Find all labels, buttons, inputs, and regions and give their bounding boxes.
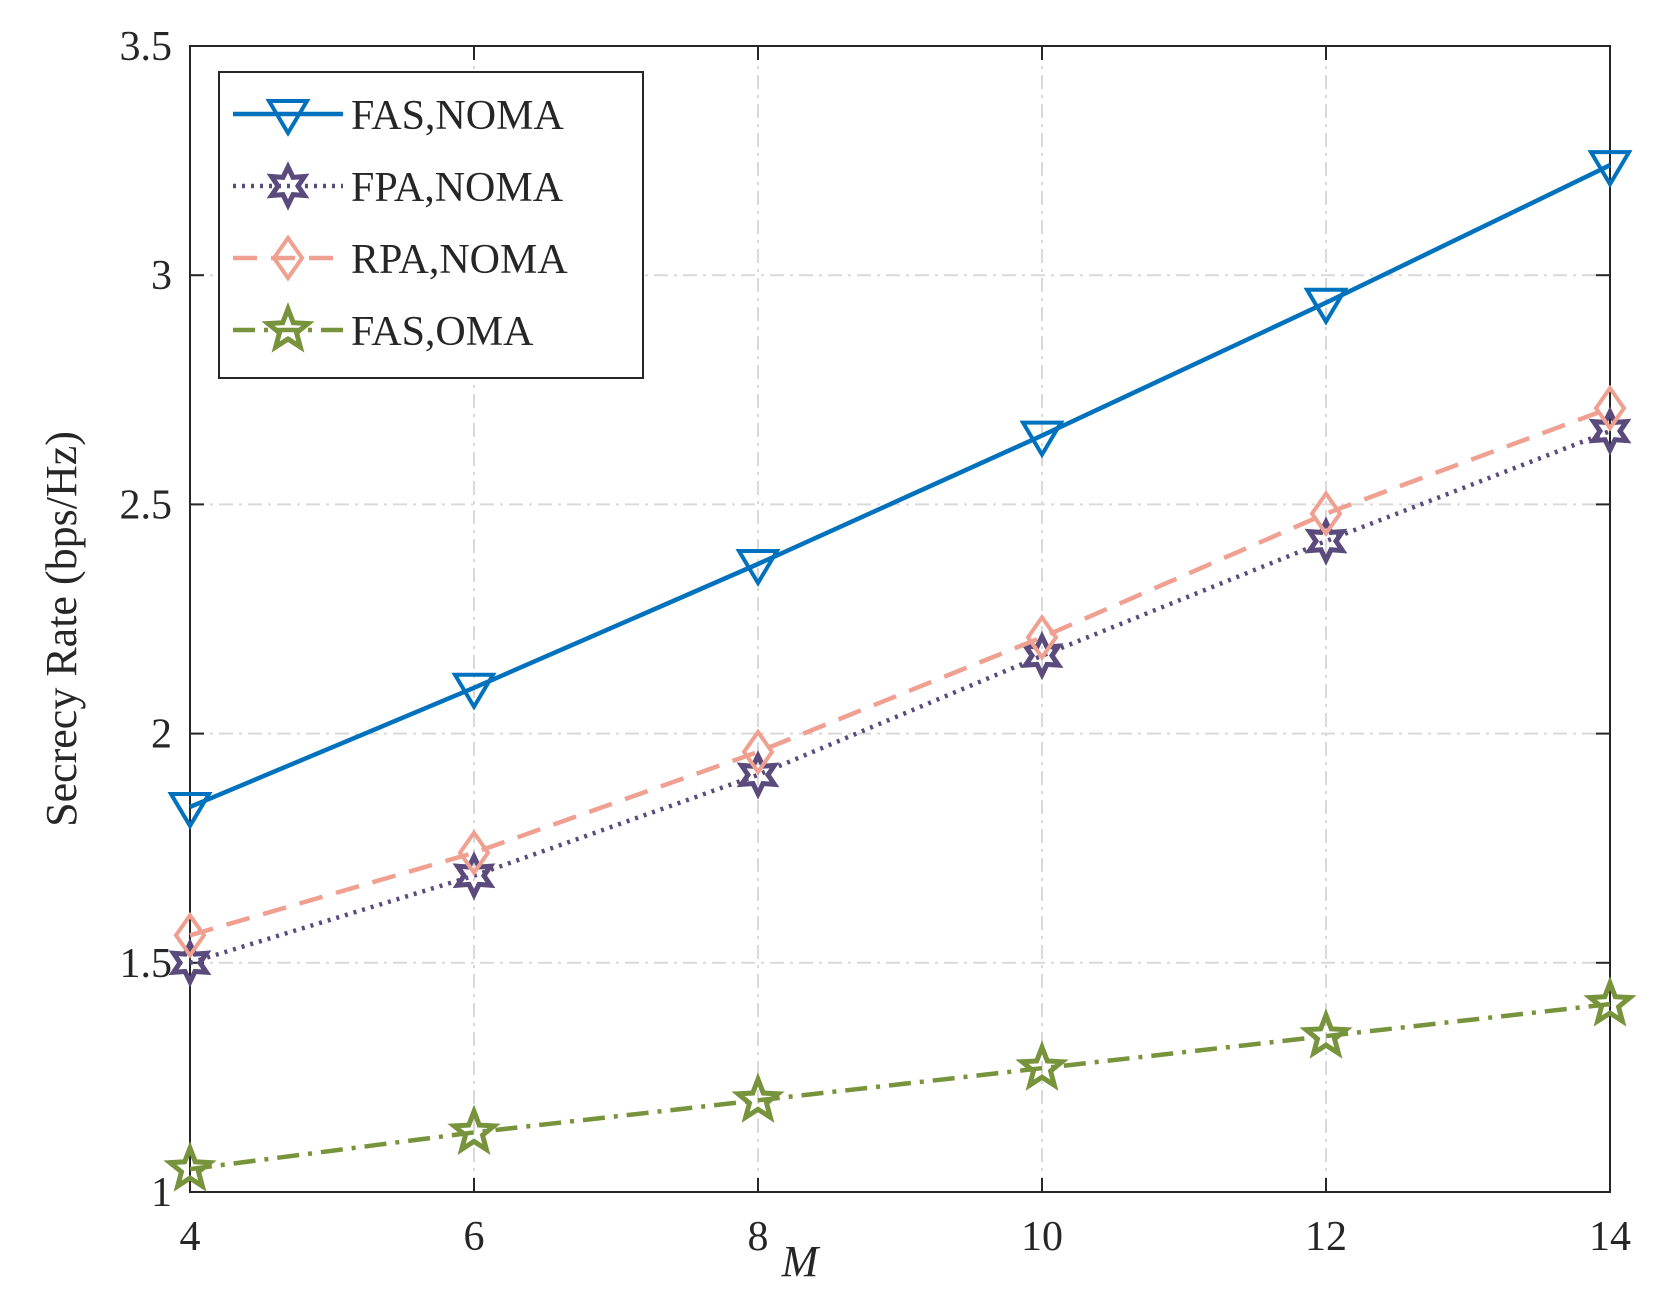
legend-item: FAS,OMA xyxy=(233,302,534,355)
data-point-marker xyxy=(1587,150,1633,189)
data-point-marker xyxy=(1299,1008,1353,1059)
legend-item: RPA,NOMA xyxy=(233,234,568,283)
x-tick-label: 8 xyxy=(748,1214,769,1260)
data-point-marker xyxy=(173,911,207,959)
data-point-marker xyxy=(1015,1040,1069,1091)
series-rpa-noma xyxy=(173,384,1627,959)
data-point-marker xyxy=(447,1104,501,1156)
data-point-marker xyxy=(735,548,781,587)
legend-label: FAS,NOMA xyxy=(351,93,564,139)
y-tick-label: 3 xyxy=(151,253,172,299)
data-point-marker xyxy=(741,728,775,776)
legend-box xyxy=(218,71,644,379)
legend-label: FAS,OMA xyxy=(351,309,534,355)
data-point-marker xyxy=(736,750,780,800)
data-point-marker xyxy=(1309,490,1343,538)
data-point-marker xyxy=(1583,976,1637,1027)
y-tick-label: 1.5 xyxy=(120,941,173,987)
data-point-marker xyxy=(168,938,212,988)
y-tick-label: 2 xyxy=(151,712,172,758)
data-point-marker xyxy=(1025,613,1059,661)
legend-item: FPA,NOMA xyxy=(233,161,564,211)
data-point-marker xyxy=(163,1141,217,1192)
x-tick-label: 12 xyxy=(1305,1214,1347,1260)
legend-marker xyxy=(265,99,311,137)
axis-ticks: 4 6 8 10 12 14 1 1.5 2 2.5 3 3.5 xyxy=(120,24,1632,1260)
data-point-marker xyxy=(1593,384,1627,432)
series-line xyxy=(189,1001,1611,1172)
series-layer xyxy=(163,150,1637,1192)
x-tick-label: 4 xyxy=(180,1214,201,1260)
data-point-marker xyxy=(1588,406,1632,456)
series-line xyxy=(189,405,1611,938)
data-point-marker xyxy=(1304,516,1348,566)
legend-marker xyxy=(271,234,305,282)
data-point-marker xyxy=(451,672,497,711)
series-fas-oma xyxy=(163,976,1637,1192)
legend-marker xyxy=(266,161,310,211)
data-point-marker xyxy=(167,791,213,830)
x-tick-label: 14 xyxy=(1589,1214,1631,1260)
y-axis-label: Secrecy Rate (bps/Hz) xyxy=(37,431,86,827)
y-tick-label: 3.5 xyxy=(120,24,173,70)
legend: FAS,NOMA FPA,NOMA RPA,NOMA FAS,OMA xyxy=(218,71,644,379)
x-tick-label: 10 xyxy=(1021,1214,1063,1260)
data-point-marker xyxy=(1303,287,1349,326)
data-point-marker xyxy=(452,850,496,901)
legend-label: FPA,NOMA xyxy=(351,165,564,211)
legend-label: RPA,NOMA xyxy=(351,237,568,283)
y-tick-label: 2.5 xyxy=(120,482,173,528)
series-line xyxy=(189,163,1611,809)
legend-item: FAS,NOMA xyxy=(233,93,564,139)
x-axis-label: M xyxy=(781,1237,821,1286)
x-tick-label: 6 xyxy=(464,1214,485,1260)
data-point-marker xyxy=(1019,420,1065,459)
legend-marker xyxy=(261,302,315,353)
data-point-marker xyxy=(457,829,491,877)
y-tick-label: 1 xyxy=(151,1170,172,1216)
series-fas-noma xyxy=(167,150,1633,830)
data-point-marker xyxy=(731,1072,785,1123)
plot-frame xyxy=(189,45,1611,1193)
